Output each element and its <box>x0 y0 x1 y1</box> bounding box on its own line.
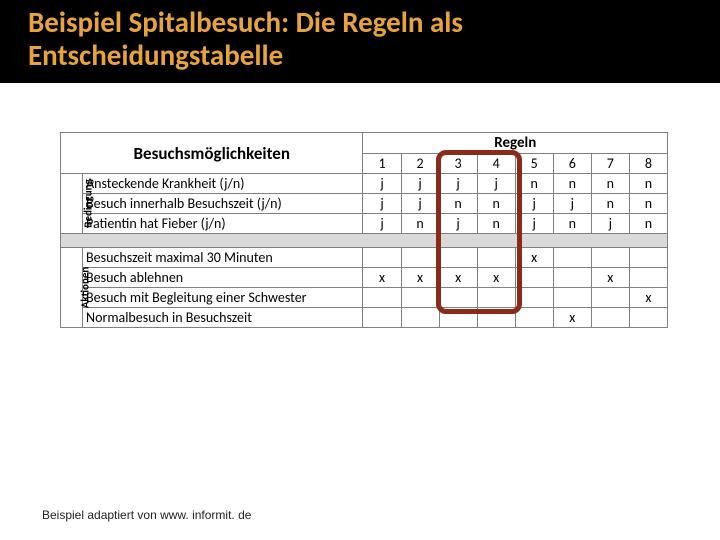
cond-cell: n <box>553 214 591 234</box>
act-cell: x <box>401 268 439 288</box>
action-row: Besuch mit Begleitung einer Schwester x <box>61 288 668 308</box>
act-cell <box>439 248 477 268</box>
cond-cell: j <box>401 194 439 214</box>
act-cell <box>401 308 439 328</box>
cond-cell: n <box>629 174 667 194</box>
condition-row: Bedingung Ansteckende Krankheit (j/n) j … <box>61 174 668 194</box>
rule-num: 6 <box>553 154 591 174</box>
cond-cell: n <box>591 174 629 194</box>
condition-label: Ansteckende Krankheit (j/n) <box>83 174 363 194</box>
actions-vlabel: Aktionen <box>61 248 83 328</box>
action-row: Besuch ablehnen x x x x x <box>61 268 668 288</box>
rule-num: 4 <box>477 154 515 174</box>
cond-cell: n <box>629 194 667 214</box>
act-cell <box>439 288 477 308</box>
cond-cell: j <box>363 214 401 234</box>
cond-cell: j <box>515 194 553 214</box>
cond-cell: j <box>363 174 401 194</box>
condition-row: Besuch innerhalb Besuchszeit (j/n) j j n… <box>61 194 668 214</box>
condition-label: Besuch innerhalb Besuchszeit (j/n) <box>83 194 363 214</box>
cond-cell: n <box>477 214 515 234</box>
rule-num: 5 <box>515 154 553 174</box>
action-row: Normalbesuch in Besuchszeit x <box>61 308 668 328</box>
cond-cell: j <box>363 194 401 214</box>
act-cell: x <box>553 308 591 328</box>
separator-row <box>61 234 668 248</box>
page-title: Beispiel Spitalbesuch: Die Regeln als En… <box>28 6 692 73</box>
action-label: Besuch mit Begleitung einer Schwester <box>83 288 363 308</box>
cond-cell: n <box>439 194 477 214</box>
cond-cell: n <box>401 214 439 234</box>
act-cell <box>591 308 629 328</box>
act-cell <box>553 288 591 308</box>
cond-cell: j <box>553 194 591 214</box>
act-cell: x <box>477 268 515 288</box>
act-cell: x <box>515 248 553 268</box>
act-cell <box>477 248 515 268</box>
act-cell <box>629 308 667 328</box>
action-label: Besuchszeit maximal 30 Minuten <box>83 248 363 268</box>
act-cell <box>477 288 515 308</box>
act-cell <box>629 248 667 268</box>
cond-cell: j <box>439 174 477 194</box>
decision-table: Besuchsmöglichkeiten Regeln 1 2 3 4 5 6 … <box>60 132 668 328</box>
cond-cell: n <box>553 174 591 194</box>
condition-label: Patientin hat Fieber (j/n) <box>83 214 363 234</box>
act-cell: x <box>591 268 629 288</box>
cond-cell: n <box>515 174 553 194</box>
rule-num: 2 <box>401 154 439 174</box>
cond-cell: n <box>591 194 629 214</box>
cond-cell: j <box>439 214 477 234</box>
act-cell <box>553 268 591 288</box>
cond-cell: j <box>515 214 553 234</box>
cond-cell: n <box>477 194 515 214</box>
act-cell <box>515 308 553 328</box>
act-cell <box>591 288 629 308</box>
cond-cell: n <box>629 214 667 234</box>
decision-table-wrap: Besuchsmöglichkeiten Regeln 1 2 3 4 5 6 … <box>60 132 668 328</box>
act-cell: x <box>363 268 401 288</box>
act-cell <box>553 248 591 268</box>
condition-row: Patientin hat Fieber (j/n) j n j n j n j… <box>61 214 668 234</box>
act-cell <box>591 248 629 268</box>
actions-vlabel-text: Aktionen <box>78 267 91 309</box>
act-cell <box>363 248 401 268</box>
act-cell <box>477 308 515 328</box>
act-cell <box>363 288 401 308</box>
header-row-1: Besuchsmöglichkeiten Regeln <box>61 133 668 154</box>
act-cell <box>515 268 553 288</box>
cond-cell: j <box>401 174 439 194</box>
rule-num: 3 <box>439 154 477 174</box>
action-row: Aktionen Besuchszeit maximal 30 Minuten … <box>61 248 668 268</box>
footer-note: Beispiel adaptiert von www. informit. de <box>42 508 251 522</box>
title-bar: Beispiel Spitalbesuch: Die Regeln als En… <box>0 0 720 83</box>
act-cell <box>401 288 439 308</box>
act-cell <box>401 248 439 268</box>
act-cell <box>515 288 553 308</box>
act-cell: x <box>629 288 667 308</box>
header-rules: Regeln <box>363 133 668 154</box>
action-label: Normalbesuch in Besuchszeit <box>83 308 363 328</box>
rule-num: 8 <box>629 154 667 174</box>
act-cell <box>439 308 477 328</box>
act-cell <box>629 268 667 288</box>
conditions-vlabel: Bedingung <box>61 174 83 234</box>
header-left: Besuchsmöglichkeiten <box>61 133 363 174</box>
cond-cell: j <box>477 174 515 194</box>
action-label: Besuch ablehnen <box>83 268 363 288</box>
conditions-vlabel-text: Bedingung <box>82 179 95 227</box>
rule-num: 7 <box>591 154 629 174</box>
act-cell: x <box>439 268 477 288</box>
rule-num: 1 <box>363 154 401 174</box>
cond-cell: j <box>591 214 629 234</box>
act-cell <box>363 308 401 328</box>
